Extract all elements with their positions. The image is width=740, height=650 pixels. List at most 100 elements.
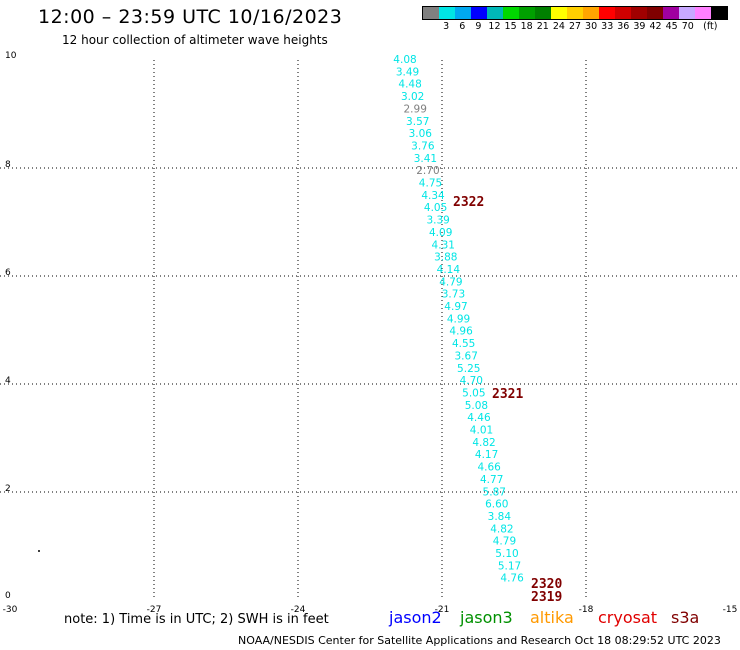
color-scale-label: 3 — [443, 21, 450, 32]
pass-time-label: 2319 — [531, 590, 562, 605]
color-swatch — [455, 7, 471, 19]
color-swatch — [631, 7, 647, 19]
color-swatch — [439, 7, 455, 19]
color-scale-label: 15 — [504, 21, 517, 32]
wave-height-value: 4.31 — [432, 239, 455, 251]
y-tick-label: 0 — [5, 591, 11, 601]
color-scale-label: 33 — [601, 21, 614, 32]
color-swatch — [503, 7, 519, 19]
wave-height-value: 4.97 — [444, 301, 467, 313]
wave-height-value: 3.73 — [442, 289, 465, 301]
wave-height-value: 4.82 — [490, 523, 513, 535]
wave-height-value: 5.08 — [465, 400, 488, 412]
wave-height-value: 4.34 — [421, 190, 445, 202]
color-scale-label: 18 — [520, 21, 533, 32]
wave-height-value: 4.70 — [460, 375, 483, 387]
color-swatch — [679, 7, 695, 19]
color-swatch — [615, 7, 631, 19]
color-scale-label: 45 — [665, 21, 678, 32]
satellite-altika-label: altika — [530, 608, 574, 627]
x-tick-label: -24 — [291, 605, 306, 615]
wave-height-value: 3.41 — [414, 153, 437, 165]
color-swatch — [535, 7, 551, 19]
color-swatch — [711, 7, 727, 19]
wave-height-value: 4.79 — [439, 276, 462, 288]
color-scale-unit: (ft) — [703, 21, 718, 32]
x-tick-label: -30 — [3, 605, 18, 615]
satellite-jason3-label: jason3 — [460, 608, 513, 627]
wave-height-value: 3.57 — [406, 116, 429, 128]
credit-line: NOAA/NESDIS Center for Satellite Applica… — [238, 634, 721, 647]
color-scale-label: 70 — [681, 21, 694, 32]
wave-height-value: 3.39 — [426, 215, 449, 227]
color-scale-label: 42 — [649, 21, 662, 32]
x-tick-label: -27 — [147, 605, 162, 615]
wave-height-value: 4.99 — [447, 313, 470, 325]
y-tick-label: 10 — [5, 51, 17, 61]
wave-height-value: 4.08 — [393, 54, 416, 66]
y-tick-label: 6 — [5, 268, 11, 278]
color-swatch — [423, 7, 439, 19]
wave-height-value: 4.77 — [480, 474, 503, 486]
color-swatch — [583, 7, 599, 19]
color-swatch — [663, 7, 679, 19]
pass-time-label: 2321 — [492, 387, 523, 402]
wave-height-value: 5.05 — [462, 387, 485, 399]
color-swatch — [519, 7, 535, 19]
y-tick-label: 4 — [5, 376, 11, 386]
wave-height-value: 4.05 — [424, 202, 447, 214]
pass-time-label: 2320 — [531, 577, 562, 592]
color-scale-label: 9 — [475, 21, 482, 32]
wave-height-value: 4.75 — [419, 178, 442, 190]
wave-height-value: 3.49 — [396, 66, 419, 78]
wave-height-value: 4.14 — [437, 264, 461, 276]
wave-height-value: 4.76 — [500, 573, 524, 585]
wave-height-value: 5.25 — [457, 363, 480, 375]
pass-time-label: 2322 — [453, 195, 484, 210]
color-swatch — [695, 7, 711, 19]
wave-height-value: 4.66 — [477, 462, 501, 474]
grid-lines — [0, 60, 740, 600]
wave-height-value: 3.02 — [401, 91, 424, 103]
wave-height-value: 5.10 — [495, 548, 518, 560]
wave-height-value: 5.87 — [483, 486, 506, 498]
color-scale-label: 27 — [568, 21, 582, 32]
axis-ticks: -30 -27 -24 -21 -18 -15 0 2 4 6 8 10 — [3, 51, 738, 615]
satellite-jason2-label: jason2 — [389, 608, 442, 627]
color-scale-label: 30 — [585, 21, 598, 32]
color-scale-label: 21 — [536, 21, 549, 32]
color-swatch — [647, 7, 663, 19]
wave-height-value: 3.06 — [409, 128, 433, 140]
color-scale-label: 24 — [552, 21, 565, 32]
satellite-cryosat-label: cryosat — [598, 608, 658, 627]
wave-height-value: 2.70 — [416, 165, 439, 177]
satellite-s3a-label: s3a — [671, 608, 700, 627]
x-tick-label: -21 — [435, 605, 450, 615]
color-scale-label: 36 — [617, 21, 630, 32]
y-tick-label: 2 — [5, 484, 11, 494]
wave-height-value: 4.82 — [472, 437, 495, 449]
wave-height-labels: 4.083.494.483.022.993.573.063.763.412.70… — [393, 54, 524, 585]
wave-height-value: 4.48 — [398, 79, 421, 91]
wave-height-value: 4.79 — [493, 536, 516, 548]
wave-height-value: 3.88 — [434, 252, 457, 264]
wave-height-value: 5.17 — [498, 560, 521, 572]
stray-point-marker — [38, 550, 40, 552]
wave-height-value: 4.01 — [470, 425, 493, 437]
wave-height-value: 4.09 — [429, 227, 452, 239]
color-swatch — [471, 7, 487, 19]
wave-height-value: 4.55 — [452, 338, 475, 350]
wave-height-value: 4.46 — [467, 412, 491, 424]
wave-height-value: 3.67 — [455, 350, 478, 362]
color-scale-label: 39 — [633, 21, 646, 32]
color-swatch — [551, 7, 567, 19]
wave-height-value: 3.76 — [411, 140, 435, 152]
wave-height-value: 4.17 — [475, 449, 498, 461]
color-swatch — [487, 7, 503, 19]
wave-height-value: 2.99 — [404, 103, 427, 115]
color-scale-label: 12 — [488, 21, 501, 32]
map-title: 12:00 – 23:59 UTC 10/16/2023 — [38, 6, 343, 28]
wave-height-value: 4.96 — [449, 326, 473, 338]
